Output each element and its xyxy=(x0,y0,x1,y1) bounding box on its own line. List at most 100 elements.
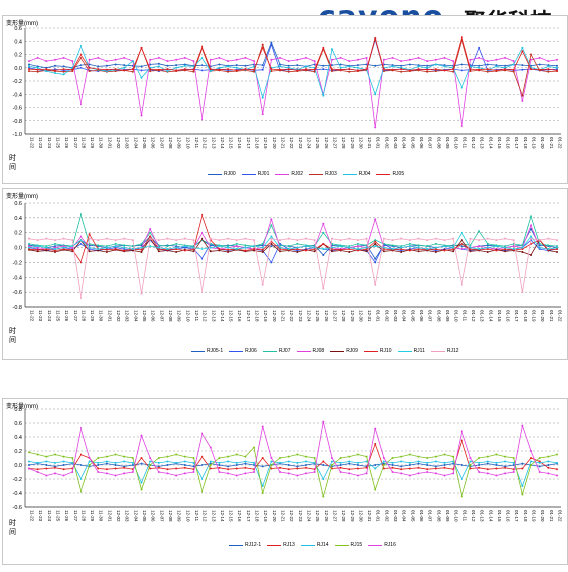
data-point-rj05 xyxy=(322,46,325,49)
x-tick-label: 11-30 xyxy=(99,510,104,522)
data-point-rj08 xyxy=(62,245,65,248)
legend-item-rj02: RJ02 xyxy=(275,171,303,177)
data-point-rj16 xyxy=(253,471,256,473)
data-point-rj10 xyxy=(322,242,325,245)
data-point-rj10 xyxy=(261,248,264,251)
data-point-rj09 xyxy=(486,251,489,254)
data-point-rj12 xyxy=(105,237,108,240)
data-point-rj12-1 xyxy=(157,465,160,468)
x-tick-label: 12-11 xyxy=(194,310,199,322)
data-point-rj02 xyxy=(556,58,558,61)
data-point-rj14 xyxy=(149,460,152,463)
data-point-rj05 xyxy=(279,68,282,71)
data-point-rj07 xyxy=(556,245,558,248)
data-point-rj09 xyxy=(192,250,195,253)
data-point-rj10 xyxy=(105,248,108,251)
data-point-rj10 xyxy=(356,249,359,252)
data-point-rj12 xyxy=(227,237,230,240)
series-line-rj05 xyxy=(28,35,558,71)
chart-panel-2: 变形量(mm) -0.8 -0.6 -0.4 -0.2 0.0 0.2 0.4 0.6 11-2… xyxy=(2,188,568,360)
data-point-rj13 xyxy=(97,467,100,470)
data-point-rj04 xyxy=(79,44,82,47)
x-tick-label: 12-19 xyxy=(263,137,268,149)
data-point-rj05 xyxy=(192,68,195,71)
data-point-rj10 xyxy=(183,249,186,252)
y-axis-label: 变形量(mm) xyxy=(6,404,38,410)
data-point-rj05-1 xyxy=(175,245,178,248)
data-point-rj04 xyxy=(261,96,264,99)
data-point-rj11 xyxy=(261,246,264,249)
x-tick-label: 01-17 xyxy=(514,510,519,522)
x-tick-label: 11-24 xyxy=(47,510,52,522)
data-point-rj12 xyxy=(443,239,446,242)
x-tick-label: 01-20 xyxy=(540,510,545,522)
x-tick-label: 11-30 xyxy=(99,310,104,322)
x-tick-label: 01-13 xyxy=(480,310,485,322)
data-point-rj16 xyxy=(123,472,126,475)
data-point-rj15 xyxy=(71,457,74,459)
data-point-rj12-1 xyxy=(114,464,117,466)
data-point-rj15 xyxy=(374,488,377,491)
data-point-rj12 xyxy=(374,283,377,286)
x-tick-label: 12-21 xyxy=(281,137,286,149)
data-point-rj14 xyxy=(382,460,385,463)
data-point-rj09 xyxy=(218,249,221,252)
data-point-rj09 xyxy=(36,250,39,253)
data-point-rj16 xyxy=(486,472,489,475)
data-point-rj03 xyxy=(227,70,230,73)
data-point-rj12-1 xyxy=(227,465,230,468)
data-point-rj13 xyxy=(105,468,108,471)
data-point-rj16 xyxy=(227,472,230,475)
data-point-rj13 xyxy=(79,453,82,456)
data-point-rj04 xyxy=(218,66,221,69)
data-point-rj15 xyxy=(521,493,524,496)
data-point-rj02 xyxy=(192,60,195,63)
chart-panel-1: 变形量(mm) -1.0 -0.8 -0.6 -0.4 -0.2 0.0 0.2 0.4 0.6… xyxy=(2,15,568,184)
data-point-rj15 xyxy=(556,453,558,456)
data-point-rj15 xyxy=(227,455,230,458)
data-point-rj12-1 xyxy=(538,465,541,468)
x-tick-label: 01-19 xyxy=(532,137,537,149)
data-point-rj12 xyxy=(400,237,403,240)
data-point-rj06 xyxy=(123,248,126,251)
data-point-rj12-1 xyxy=(235,464,238,466)
data-point-rj08 xyxy=(235,245,238,248)
y-tick-label: -0.8 xyxy=(13,119,22,125)
data-point-rj16 xyxy=(279,471,282,473)
data-point-rj12 xyxy=(391,239,394,242)
x-tick-label: 01-14 xyxy=(488,310,493,322)
data-point-rj02 xyxy=(244,56,247,59)
data-point-rj12 xyxy=(279,239,282,242)
legend-label: RJ10 xyxy=(379,348,392,354)
legend-item-rj09: RJ09 xyxy=(330,348,358,354)
data-point-rj15 xyxy=(322,495,325,498)
data-point-rj14 xyxy=(201,478,204,480)
x-tick-label: 11-23 xyxy=(38,137,43,149)
data-point-rj12 xyxy=(322,287,325,290)
data-point-rj16 xyxy=(62,474,65,477)
legend-label: RJ13 xyxy=(283,542,295,548)
data-point-rj07 xyxy=(530,215,533,218)
legend-label: RJ01 xyxy=(257,171,270,177)
data-point-rj12 xyxy=(166,237,169,240)
data-point-rj14 xyxy=(244,460,247,463)
data-point-rj14 xyxy=(417,460,420,463)
data-point-rj15 xyxy=(287,455,290,458)
legend-label: RJ00 xyxy=(224,171,236,177)
data-point-rj04 xyxy=(62,73,65,76)
data-point-rj03 xyxy=(452,70,455,73)
data-point-rj07 xyxy=(504,245,507,248)
data-point-rj06 xyxy=(296,249,299,252)
data-point-rj15 xyxy=(261,492,264,494)
x-tick-label: 12-06 xyxy=(151,510,156,522)
data-point-rj05-1 xyxy=(460,245,463,248)
data-point-rj00 xyxy=(521,64,524,67)
x-tick-label: 12-18 xyxy=(255,310,260,322)
data-point-rj14 xyxy=(434,460,437,463)
legend-item-rj15: RJ15 xyxy=(334,542,362,548)
data-point-rj11 xyxy=(426,248,429,251)
x-tick-label: 01-20 xyxy=(540,137,545,149)
data-point-rj15 xyxy=(313,457,316,459)
data-point-rj02 xyxy=(97,56,100,59)
y-axis-label: 变形量(mm) xyxy=(6,194,38,200)
